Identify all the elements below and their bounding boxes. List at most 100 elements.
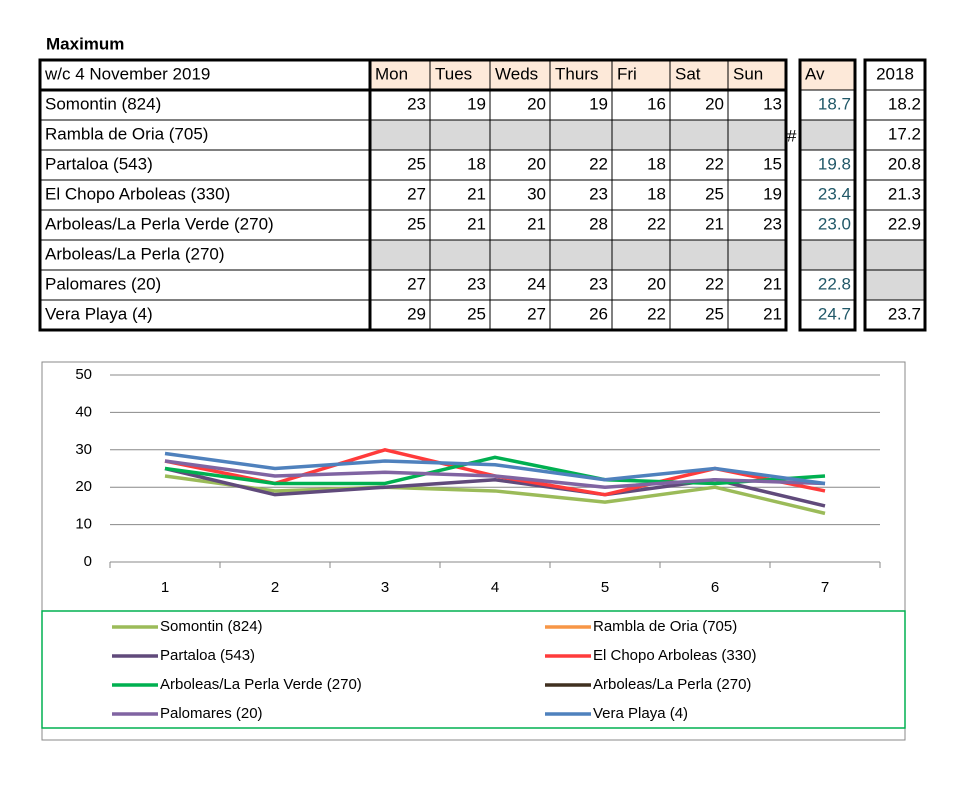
row-label: Vera Playa (4) (45, 304, 153, 323)
cell-text: 27 (407, 274, 426, 293)
cell (611, 149, 671, 181)
row-label: El Chopo Arboleas (330) (45, 184, 230, 203)
series-line (164, 455, 826, 486)
header-text: Thurs (555, 64, 598, 83)
cell-text: 22 (589, 154, 608, 173)
table-border (38, 58, 788, 332)
cell-text: 23 (763, 214, 782, 233)
cell (727, 179, 787, 211)
y-tick-label: 40 (75, 403, 92, 420)
header-text: Fri (617, 64, 637, 83)
cell (489, 239, 551, 271)
table-border (798, 58, 857, 332)
cell-text: 20 (647, 274, 666, 293)
cell-text: 16 (647, 94, 666, 113)
y-tick-label: 30 (75, 441, 92, 458)
cell-text: 28 (589, 214, 608, 233)
header-text: Av (805, 64, 825, 83)
cell (611, 89, 671, 121)
cell-text: 19 (589, 94, 608, 113)
legend-label: Arboleas/La Perla (270) (593, 676, 751, 693)
cell (369, 299, 431, 331)
x-tick-label: 7 (821, 579, 829, 596)
cell-text: 21 (467, 184, 486, 203)
row-label: Partaloa (543) (45, 154, 153, 173)
cell-text: 18.2 (888, 94, 921, 113)
cell (39, 119, 371, 151)
x-tick-label: 3 (381, 579, 389, 596)
cell (727, 209, 787, 241)
header-text: Tues (435, 64, 472, 83)
header-text: w/c 4 November 2019 (44, 64, 210, 83)
cell-text: 18.7 (818, 94, 851, 113)
cell (549, 149, 613, 181)
cell-text: 20 (527, 94, 546, 113)
cell-text: 21 (763, 274, 782, 293)
cell-text: 23 (407, 94, 426, 113)
cell-text: 21 (527, 214, 546, 233)
legend-label: Somontin (824) (160, 618, 263, 635)
row-label: Rambla de Oria (705) (45, 124, 208, 143)
cell (864, 299, 926, 331)
cell-text: 23.4 (818, 184, 851, 203)
cell (429, 119, 491, 151)
cell (669, 239, 729, 271)
cell (727, 269, 787, 301)
cell (727, 299, 787, 331)
y-tick-label: 0 (84, 553, 92, 570)
cell-text: 27 (407, 184, 426, 203)
cell (864, 179, 926, 211)
cell-text: 22 (647, 304, 666, 323)
cell (669, 89, 729, 121)
y-tick-label: 10 (75, 516, 92, 533)
series-line (164, 474, 826, 516)
row-label: Palomares (20) (45, 274, 161, 293)
cell (799, 239, 856, 271)
x-tick-label: 6 (711, 579, 719, 596)
cell-text: 20 (527, 154, 546, 173)
cell (864, 239, 926, 271)
series-line (164, 459, 826, 489)
cell-text: 22.9 (888, 214, 921, 233)
cell-text: 19.8 (818, 154, 851, 173)
cell (799, 119, 856, 151)
cell-text: 25 (407, 214, 426, 233)
cell (611, 299, 671, 331)
cell (549, 299, 613, 331)
legend-label: Partaloa (543) (160, 647, 255, 664)
y-tick-label: 20 (75, 478, 92, 495)
cell (669, 299, 729, 331)
cell-text: 21 (763, 304, 782, 323)
header-text: Mon (375, 64, 408, 83)
cell (864, 119, 926, 151)
cell (799, 89, 856, 121)
cell-text: 24 (527, 274, 546, 293)
header-cell (369, 59, 431, 91)
cell (799, 209, 856, 241)
row-label: Arboleas/La Perla (270) (45, 244, 225, 263)
cell (429, 269, 491, 301)
series-line (164, 451, 826, 486)
cell-text: 23 (589, 274, 608, 293)
cell-text: 20.8 (888, 154, 921, 173)
header-cell (727, 59, 787, 91)
cell-text: 15 (763, 154, 782, 173)
cell (611, 119, 671, 151)
legend-label: Arboleas/La Perla Verde (270) (160, 676, 362, 693)
cell-text: 23.7 (888, 304, 921, 323)
cell (369, 119, 431, 151)
row-label: Somontin (824) (45, 94, 161, 113)
table-border (863, 58, 927, 332)
header-text: Weds (495, 64, 538, 83)
cell (369, 269, 431, 301)
cell-text: 23 (589, 184, 608, 203)
cell-text: 18 (647, 154, 666, 173)
cell (489, 119, 551, 151)
cell-text: 18 (467, 154, 486, 173)
cell (727, 89, 787, 121)
header-cell (611, 59, 671, 91)
cell-text: 27 (527, 304, 546, 323)
row-label: Arboleas/La Perla Verde (270) (45, 214, 274, 233)
